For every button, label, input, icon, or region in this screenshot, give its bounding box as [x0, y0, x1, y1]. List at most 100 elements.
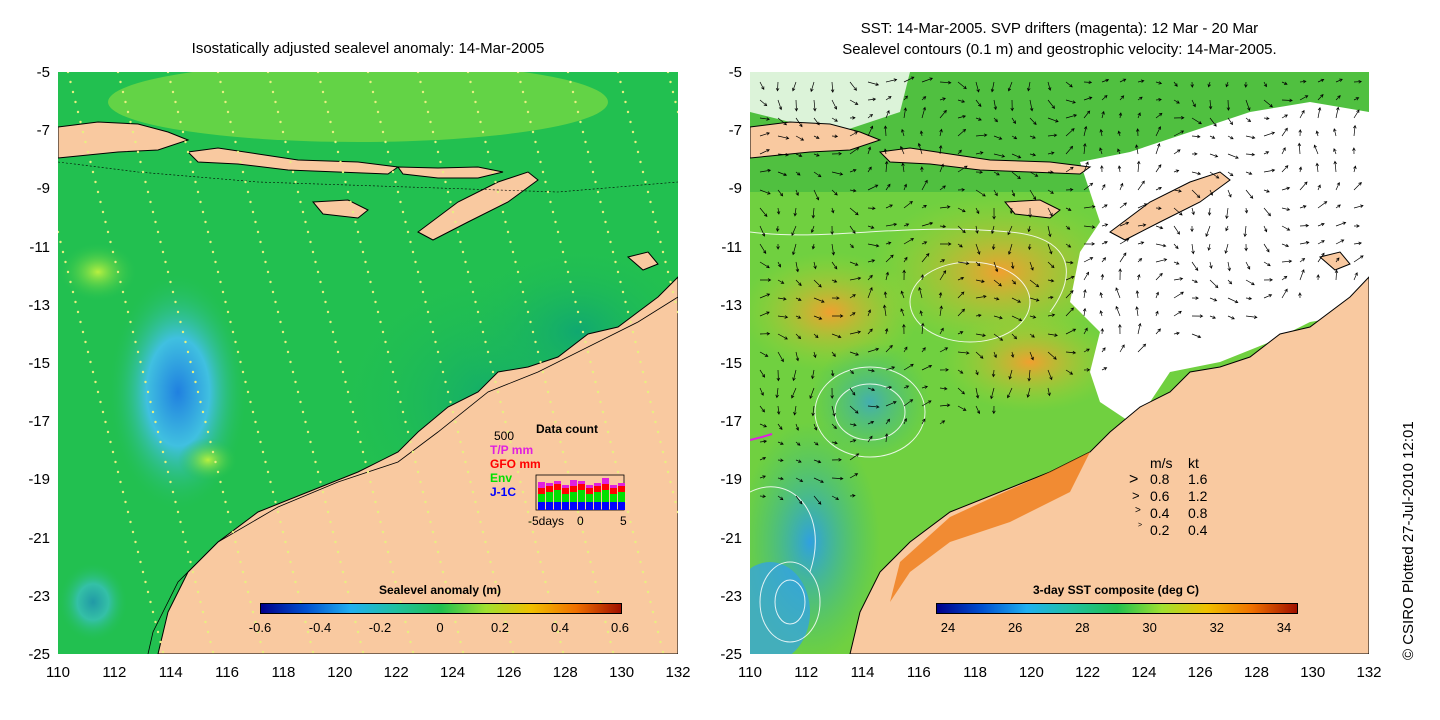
- track-dot: [201, 210, 205, 214]
- velocity-arrow: [921, 347, 926, 353]
- track-dot: [406, 430, 410, 434]
- velocity-arrow: [1209, 297, 1218, 302]
- track-dot: [631, 530, 635, 534]
- track-dot: [449, 200, 452, 204]
- track-dot: [496, 390, 500, 394]
- track-dot: [509, 440, 512, 444]
- track-dot: [194, 180, 197, 184]
- velocity-arrow: [1173, 310, 1182, 317]
- track-dot: [131, 130, 135, 134]
- track-dot: [504, 220, 507, 224]
- velocity-arrow: [1011, 171, 1021, 180]
- track-dot: [431, 330, 435, 334]
- velocity-arrow: [831, 279, 838, 283]
- velocity-arrow: [1299, 181, 1308, 191]
- velocity-arrow: [1155, 328, 1161, 335]
- track-dot: [221, 490, 225, 494]
- track-dot: [254, 420, 257, 424]
- velocity-arrow: [957, 405, 967, 411]
- data-count-xlabel-end: 5: [620, 514, 627, 528]
- velocity-arrow: [957, 351, 970, 355]
- velocity-arrow: [1117, 148, 1121, 155]
- data-count-bar-segment: [562, 502, 569, 510]
- track-dot: [561, 650, 565, 654]
- velocity-arrow: [1173, 225, 1180, 235]
- velocity-arrow: [993, 351, 997, 359]
- velocity-arrow: [900, 145, 905, 155]
- track-dot: [346, 590, 350, 594]
- velocity-arrow: [831, 296, 840, 300]
- track-dot: [381, 530, 385, 534]
- track-dot: [94, 380, 97, 384]
- track-dot: [631, 130, 635, 134]
- velocity-arrow: [1119, 202, 1128, 209]
- track-dot: [336, 550, 340, 554]
- data-count-bar-segment: [586, 488, 593, 494]
- track-dot: [454, 620, 457, 624]
- data-count-bar-segment: [562, 494, 569, 502]
- velocity-arrow: [939, 259, 946, 263]
- velocity-arrow: [1008, 369, 1013, 380]
- track-dot: [401, 210, 405, 214]
- velocity-arrow: [1299, 109, 1305, 119]
- track-dot: [89, 360, 92, 364]
- track-dot: [629, 120, 632, 124]
- velocity-arrow: [921, 418, 926, 425]
- track-dot: [516, 270, 520, 274]
- colorbar-tick-label: -0.6: [248, 620, 272, 635]
- velocity-arrow: [939, 347, 949, 353]
- track-dot: [674, 300, 677, 304]
- track-dot: [114, 460, 117, 464]
- velocity-arrow: [1065, 369, 1074, 375]
- velocity-arrow: [759, 456, 767, 461]
- velocity-arrow: [813, 477, 824, 483]
- track-dot: [221, 90, 225, 94]
- track-dot: [231, 530, 235, 534]
- track-dot: [391, 370, 395, 374]
- velocity-arrow: [759, 243, 767, 254]
- track-dot: [671, 290, 675, 294]
- velocity-arrow: [1135, 306, 1139, 317]
- track-dot: [259, 440, 262, 444]
- velocity-arrow: [1299, 258, 1306, 263]
- track-dot: [589, 560, 592, 564]
- velocity-arrow: [1083, 271, 1090, 281]
- velocity-arrow: [901, 162, 905, 173]
- velocity-arrow: [1137, 180, 1145, 191]
- velocity-arrow: [1117, 130, 1121, 137]
- velocity-arrow: [867, 387, 876, 392]
- velocity-arrow: [1353, 255, 1364, 263]
- track-dot: [259, 240, 262, 244]
- track-dot: [199, 200, 202, 204]
- velocity-arrow: [831, 405, 836, 417]
- velocity-arrow: [1263, 225, 1268, 233]
- right-x-tick-label: 114: [850, 664, 875, 681]
- velocity-arrow: [867, 287, 873, 299]
- velocity-arrow: [1263, 99, 1273, 108]
- velocity-arrow: [867, 125, 874, 137]
- velocity-arrow: [811, 243, 816, 250]
- track-dot: [86, 350, 90, 354]
- data-count-bar-segment: [570, 486, 577, 492]
- track-dot: [646, 190, 650, 194]
- track-dot: [216, 470, 220, 474]
- altimeter-tracks: [58, 72, 678, 654]
- velocity-arrow: [1315, 162, 1319, 173]
- track-dot: [251, 210, 255, 214]
- track-dot: [204, 220, 207, 224]
- track-dot: [219, 280, 222, 284]
- data-count-bar-segment: [602, 490, 609, 502]
- velocity-arrow: [1083, 257, 1094, 263]
- track-dot: [639, 160, 642, 164]
- track-dot: [341, 370, 345, 374]
- velocity-arrow: [867, 347, 880, 353]
- track-dot: [579, 320, 582, 324]
- velocity-arrow: [882, 304, 887, 317]
- track-dot: [86, 150, 90, 154]
- track-dot: [124, 500, 127, 504]
- track-dot: [166, 72, 170, 74]
- java-island: [58, 121, 190, 159]
- track-dot: [531, 330, 535, 334]
- colorbar-tick-label: 0.2: [490, 620, 510, 635]
- velocity-arrow: [1263, 116, 1270, 121]
